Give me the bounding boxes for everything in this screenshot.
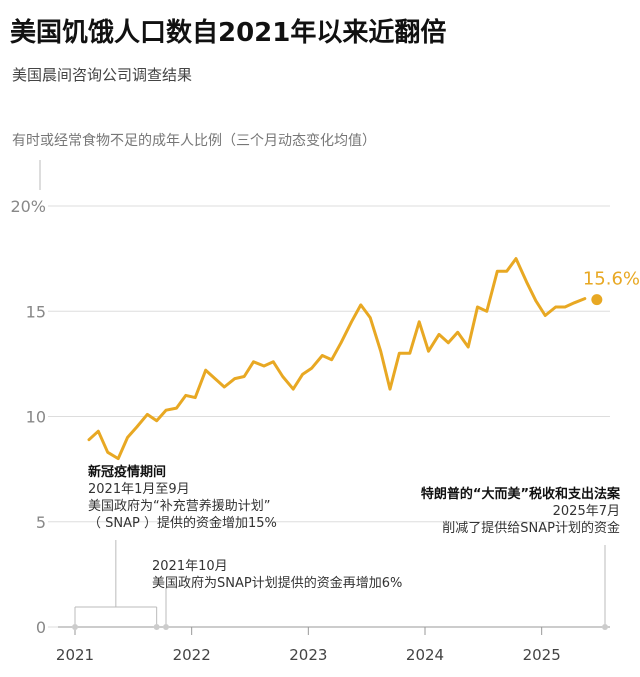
annotation-trump-head: 特朗普的“大而美”税收和支出法案: [420, 487, 620, 502]
data-point: [456, 331, 459, 334]
data-point: [534, 299, 538, 302]
axis-marker-dot: [72, 624, 78, 630]
data-point: [543, 314, 547, 317]
data-point: [106, 451, 109, 454]
data-point: [87, 438, 91, 441]
data-point: [466, 345, 470, 349]
page-title: 美国饥饿人口数自2021年以来近翻倍: [10, 18, 447, 48]
annotation-covid-head: 新冠疫情期间: [88, 465, 167, 480]
data-point: [310, 366, 314, 370]
data-point: [573, 301, 576, 305]
y-tick-label: 10: [26, 408, 46, 427]
x-tick-label: 2022: [173, 646, 211, 664]
y-tick-label: 15: [26, 302, 46, 321]
data-point: [496, 270, 499, 273]
y-tick-label: 20%: [10, 197, 46, 216]
data-point: [193, 396, 197, 399]
annotation-oct: 2021年10月 美国政府为SNAP计划提供的资金再增加6%: [152, 558, 402, 592]
data-point: [583, 297, 587, 300]
data-point: [339, 341, 343, 345]
data-point: [233, 377, 237, 380]
data-point: [175, 406, 178, 410]
x-tick-label: 2021: [56, 646, 94, 664]
data-point: [301, 373, 304, 376]
annotation-covid-line1: 2021年1月至9月: [88, 482, 190, 497]
data-point: [563, 305, 567, 309]
data-point: [146, 413, 149, 416]
data-point: [427, 350, 430, 353]
last-value-dot: [591, 294, 603, 306]
x-tick-label: 2023: [289, 646, 327, 664]
x-tick-label: 2024: [406, 646, 444, 664]
data-point: [359, 303, 363, 307]
y-axis-label: 有时或经常食物不足的成年人比例（三个月动态变化均值）: [12, 133, 376, 149]
data-point: [368, 316, 372, 319]
data-point: [514, 257, 518, 260]
axis-marker-dot: [153, 624, 160, 630]
last-value-label: 15.6%: [583, 269, 640, 290]
x-tick-label: 2025: [523, 646, 561, 664]
axis-marker-dot: [163, 624, 169, 630]
data-point: [379, 350, 382, 353]
annotation-trump: 特朗普的“大而美”税收和支出法案 2025年7月 削减了提供给SNAP计划的资金: [421, 486, 620, 537]
data-point: [485, 310, 489, 313]
data-point: [476, 305, 479, 309]
annotation-covid: 新冠疫情期间 2021年1月至9月 美国政府为“补充营养援助计划” （ SNAP…: [88, 464, 277, 532]
data-point: [388, 387, 392, 391]
data-point: [554, 305, 557, 309]
data-point: [398, 352, 401, 355]
data-point: [135, 425, 139, 429]
data-point: [116, 457, 120, 460]
data-point: [213, 377, 217, 380]
axis-marker-dot: [602, 624, 608, 630]
data-point: [126, 436, 129, 439]
annotation-oct-line2: 美国政府为SNAP计划提供的资金再增加6%: [152, 576, 403, 591]
y-tick-label: 5: [36, 513, 46, 532]
data-point: [417, 320, 421, 323]
y-tick-label: 0: [36, 618, 46, 637]
annotation-covid-line3: （ SNAP ）提供的资金增加15%: [88, 516, 277, 531]
data-point: [525, 280, 528, 283]
data-point: [291, 387, 295, 391]
data-point: [281, 375, 284, 378]
data-point: [97, 430, 100, 433]
data-point: [408, 352, 412, 355]
data-point: [505, 270, 508, 273]
data-point: [437, 333, 441, 336]
data-point: [330, 358, 333, 361]
data-point: [262, 364, 266, 368]
annotation-oct-line1: 2021年10月: [152, 559, 228, 574]
data-point: [164, 408, 168, 412]
data-point: [155, 419, 158, 422]
annotation-covid-line2: 美国政府为“补充营养援助计划”: [88, 499, 271, 514]
data-point: [223, 385, 226, 389]
data-point: [321, 354, 324, 357]
data-point: [272, 360, 275, 363]
series-line: [87, 257, 587, 461]
data-point: [252, 360, 255, 363]
data-point: [242, 375, 246, 378]
annotation-trump-line2: 削减了提供给SNAP计划的资金: [442, 521, 620, 536]
data-point: [184, 394, 188, 397]
page-subtitle: 美国晨间咨询公司调查结果: [12, 66, 193, 84]
data-point: [447, 341, 450, 345]
data-point: [350, 320, 353, 323]
annotation-trump-line1: 2025年7月: [552, 504, 620, 519]
data-point: [204, 368, 207, 372]
